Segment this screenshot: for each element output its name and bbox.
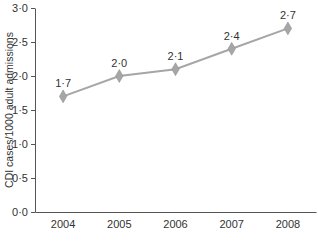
x-tick-label: 2008 xyxy=(276,218,300,230)
y-tick: 2·5 xyxy=(12,36,35,48)
y-axis-title: CDI cases/1000 adult admissions xyxy=(3,32,15,188)
y-tick: 2·0 xyxy=(12,70,35,82)
x-tick: 2008 xyxy=(276,212,300,230)
data-line xyxy=(63,28,288,96)
x-tick: 2005 xyxy=(107,212,131,230)
x-axis-line xyxy=(36,212,317,213)
plot-area xyxy=(59,22,291,103)
y-axis: 0·0 0·5 1·0 1·5 2·0 2·5 3·0 xyxy=(12,2,35,218)
data-label: 2·1 xyxy=(168,50,184,62)
x-tick-label: 2006 xyxy=(163,218,187,230)
data-point xyxy=(284,22,291,35)
y-tick: 0·0 xyxy=(12,206,35,218)
data-point xyxy=(228,42,235,55)
y-tick-mark xyxy=(31,110,35,111)
x-tick: 2004 xyxy=(51,212,75,230)
y-tick-mark xyxy=(31,212,35,213)
y-tick: 0·5 xyxy=(12,172,35,184)
x-tick-label: 2005 xyxy=(107,218,131,230)
y-tick: 1·5 xyxy=(12,104,35,116)
x-axis: 2004 2005 2006 2007 2008 xyxy=(36,212,317,230)
data-label: 2·0 xyxy=(111,57,127,69)
y-tick: 1·0 xyxy=(12,138,35,150)
y-tick-mark xyxy=(31,178,35,179)
data-label: 2·4 xyxy=(224,30,240,42)
y-tick-mark xyxy=(31,42,35,43)
data-label: 1·7 xyxy=(55,77,71,89)
y-axis-line xyxy=(35,9,36,213)
x-tick-label: 2004 xyxy=(51,218,75,230)
y-tick-mark xyxy=(31,144,35,145)
y-tick-label: 0·0 xyxy=(12,206,28,218)
y-tick: 3·0 xyxy=(12,2,35,14)
x-tick: 2007 xyxy=(219,212,243,230)
x-tick-label: 2007 xyxy=(219,218,243,230)
data-labels: 1·7 2·0 2·1 2·4 2·7 xyxy=(55,9,296,89)
chart: 0·00·51·01·52·02·53·02004200520062007200… xyxy=(0,0,318,242)
data-point xyxy=(172,63,179,76)
data-point xyxy=(59,90,66,103)
x-tick: 2006 xyxy=(163,212,187,230)
y-tick-mark xyxy=(31,76,35,77)
y-tick-label: 3·0 xyxy=(12,2,28,14)
y-tick-mark xyxy=(31,8,35,9)
data-point xyxy=(116,70,123,83)
data-label: 2·7 xyxy=(280,9,296,21)
